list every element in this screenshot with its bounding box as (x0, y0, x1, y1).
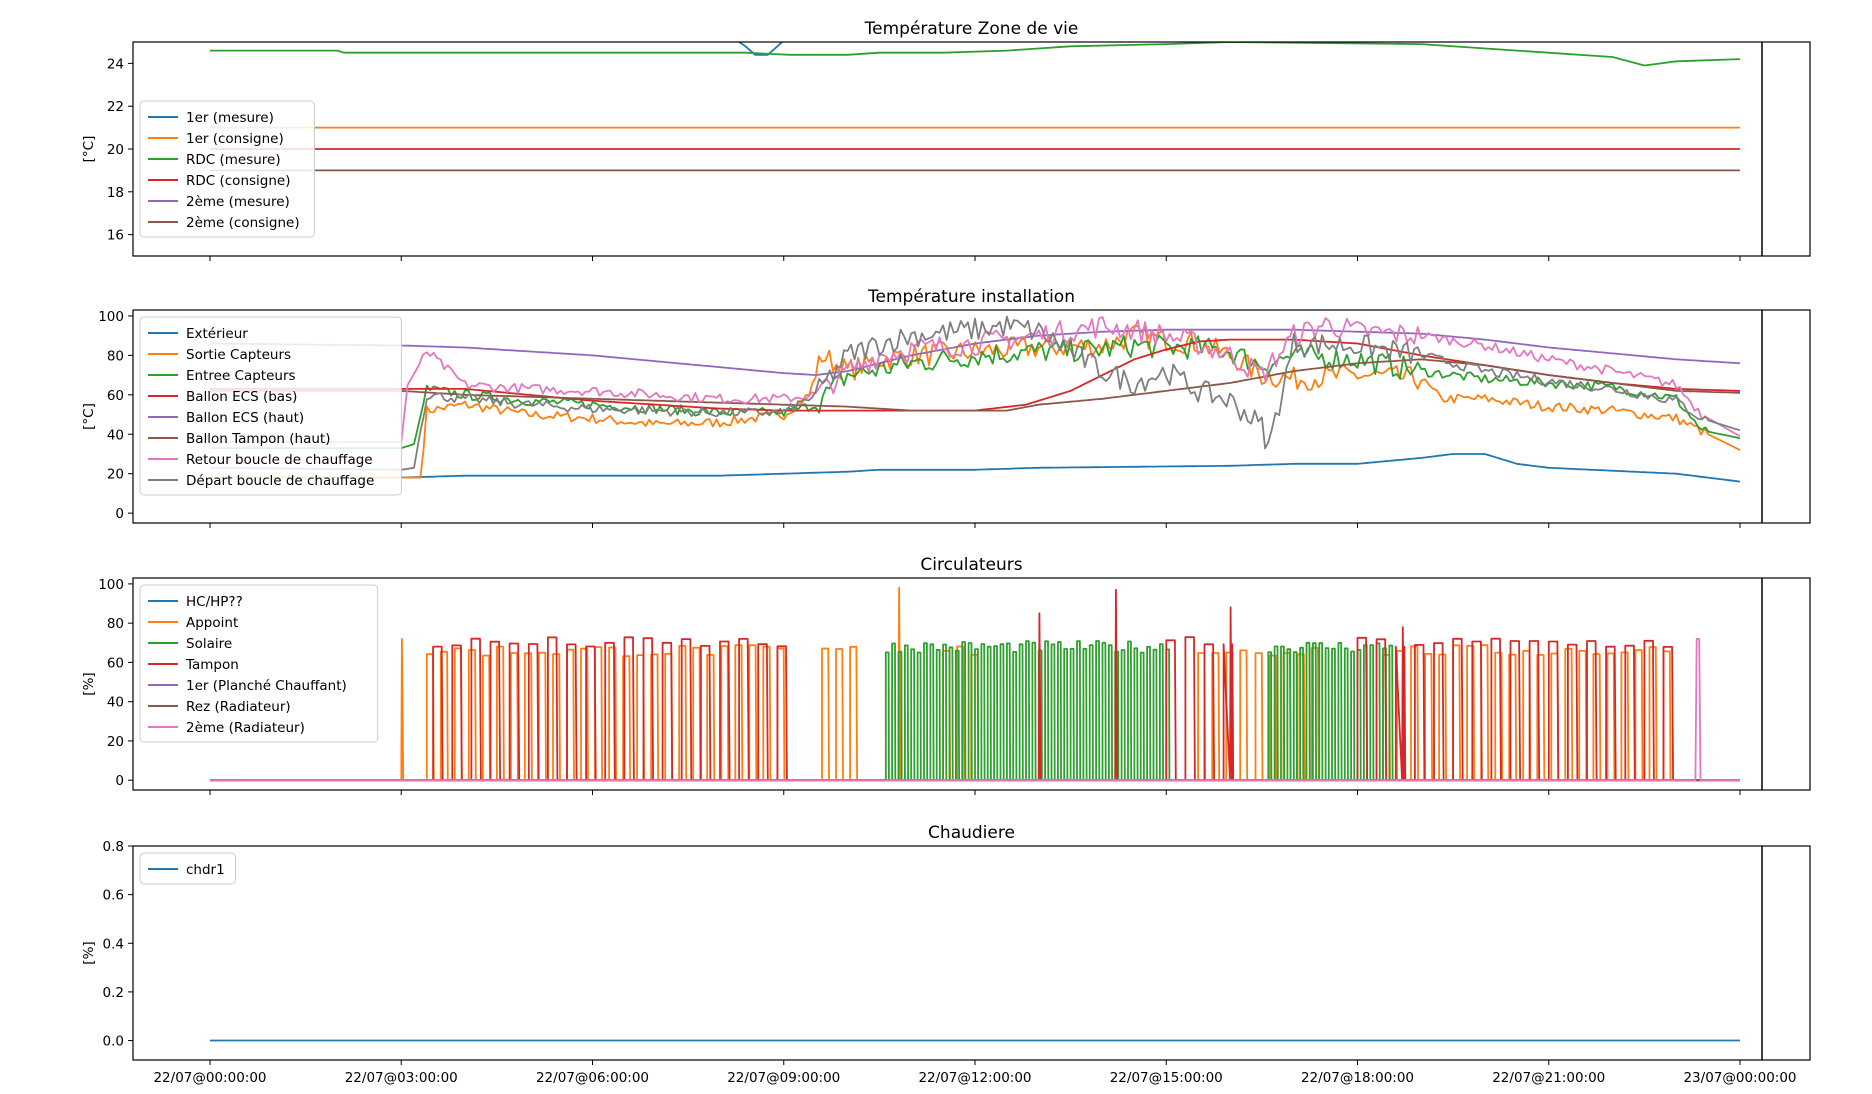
series-line-exterieur (210, 453, 1741, 483)
x-tick-label: 22/07@18:00:00 (1301, 1070, 1414, 1086)
y-tick-label: 60 (107, 655, 124, 671)
series-line-retour-boucle-de-chauffage (210, 316, 1741, 443)
y-tick-label: 22 (107, 99, 124, 115)
legend-label: Appoint (186, 615, 238, 631)
y-tick-label: 24 (107, 56, 124, 72)
y-axis-label: [%] (81, 941, 97, 964)
legend-box (139, 100, 315, 238)
legend-label: 2ème (mesure) (186, 194, 290, 210)
legend-label: Rez (Radiateur) (186, 699, 291, 715)
series-line-solaire (210, 640, 1740, 782)
legend-label: RDC (mesure) (186, 152, 281, 168)
y-tick-label: 100 (98, 309, 124, 325)
legend-label: Entree Capteurs (186, 368, 296, 384)
legend-label: Solaire (186, 636, 232, 652)
y-axis-label: [°C] (81, 403, 97, 430)
axes-frame (132, 577, 1811, 791)
y-tick-label: 40 (107, 695, 124, 711)
x-tick-label: 22/07@03:00:00 (345, 1070, 458, 1086)
y-tick-label: 40 (107, 427, 124, 443)
plot-area (209, 315, 1741, 483)
panel-circulateurs: Circulateurs [%] 0 20 40 60 80 100 HC/HP?? Appoin… (81, 555, 1811, 795)
chart-title: Température Zone de vie (864, 19, 1079, 39)
axes-frame (132, 309, 1811, 524)
legend-label: HC/HP?? (186, 594, 243, 610)
y-tick-label: 16 (107, 228, 124, 244)
y-tick-label: 80 (107, 616, 124, 632)
x-tick-label: 22/07@09:00:00 (727, 1070, 840, 1086)
x-tick-label: 23/07@00:00:00 (1683, 1070, 1796, 1086)
legend: chdr1 (139, 852, 236, 885)
chart-title: Chaudiere (928, 823, 1015, 843)
legend-label: Ballon ECS (haut) (186, 410, 304, 426)
series-line-depart-boucle-de-chauffage (210, 315, 1741, 471)
series-line-ballon-ecs-haut (209, 328, 1741, 376)
panel-temperature-zone-de-vie: Température Zone de vie [°C] 16 18 20 22 24 1er… (81, 19, 1811, 261)
series-line-sortie-capteurs (210, 324, 1741, 479)
y-tick-label: 0.0 (103, 1034, 124, 1050)
y-tick-label: 18 (107, 185, 124, 201)
legend-label: 2ème (Radiateur) (186, 720, 305, 736)
legend-label: Tampon (185, 657, 239, 673)
legend-label: 1er (consigne) (186, 131, 284, 147)
y-tick-label: 0 (115, 506, 124, 522)
axes-frame (132, 845, 1811, 1061)
legend-label: Extérieur (186, 326, 248, 342)
plot-area (210, 586, 1740, 782)
x-tick-label: 22/07@00:00:00 (153, 1070, 266, 1086)
series-line-2eme-radiateur (210, 638, 1740, 782)
x-tick-label: 22/07@06:00:00 (536, 1070, 649, 1086)
legend-label: Ballon ECS (bas) (186, 389, 297, 405)
y-tick-label: 20 (107, 734, 124, 750)
chart-title: Température installation (867, 287, 1075, 307)
legend-label: Ballon Tampon (haut) (186, 431, 330, 447)
y-tick-label: 80 (107, 348, 124, 364)
legend: 1er (mesure) 1er (consigne) RDC (mesure) RD… (139, 100, 315, 238)
y-tick-label: 0 (115, 773, 124, 789)
y-tick-label: 0.6 (103, 888, 124, 904)
legend-label: Retour boucle de chauffage (186, 452, 373, 468)
series-line-ballon-tampon-haut (210, 358, 1741, 412)
axes-frame (132, 41, 1811, 257)
plot-area (210, 42, 1741, 172)
x-tick-label: 22/07@15:00:00 (1110, 1070, 1223, 1086)
legend-box (139, 852, 236, 885)
y-tick-label: 0.2 (103, 985, 124, 1001)
legend: Extérieur Sortie Capteurs Entree Capteurs B… (139, 316, 402, 496)
chart-title: Circulateurs (920, 555, 1022, 575)
legend-label: 2ème (consigne) (186, 215, 300, 231)
y-tick-label: 0.8 (103, 839, 124, 855)
legend: HC/HP?? Appoint Solaire Tampon 1er (Planché … (139, 584, 379, 743)
series-line-1er-mesure (737, 42, 784, 56)
y-tick-label: 20 (107, 467, 124, 483)
legend-box (139, 584, 379, 743)
panel-temperature-installation: Température installation [°C] 0 20 40 60 80 100… (81, 287, 1811, 528)
legend-label: 1er (Planché Chauffant) (186, 678, 347, 694)
y-tick-label: 0.4 (103, 936, 124, 952)
legend-label: Départ boucle de chauffage (186, 473, 374, 489)
legend-label: RDC (consigne) (186, 173, 290, 189)
legend-label: Sortie Capteurs (186, 347, 291, 363)
panel-chaudiere: Chaudiere [%] 0.0 0.2 0.4 0.6 0.8 22/07@00:00:0… (81, 823, 1811, 1086)
y-tick-label: 60 (107, 388, 124, 404)
legend-label: chdr1 (186, 862, 225, 878)
y-axis-label: [°C] (81, 136, 97, 163)
x-tick-label: 22/07@12:00:00 (918, 1070, 1031, 1086)
series-line-rdc-mesure (210, 42, 1741, 67)
y-tick-label: 20 (107, 142, 124, 158)
y-axis-label: [%] (81, 672, 97, 695)
x-tick-label: 22/07@21:00:00 (1492, 1070, 1605, 1086)
legend-label: 1er (mesure) (186, 110, 274, 126)
legend-box (139, 316, 402, 496)
y-tick-label: 100 (98, 577, 124, 593)
